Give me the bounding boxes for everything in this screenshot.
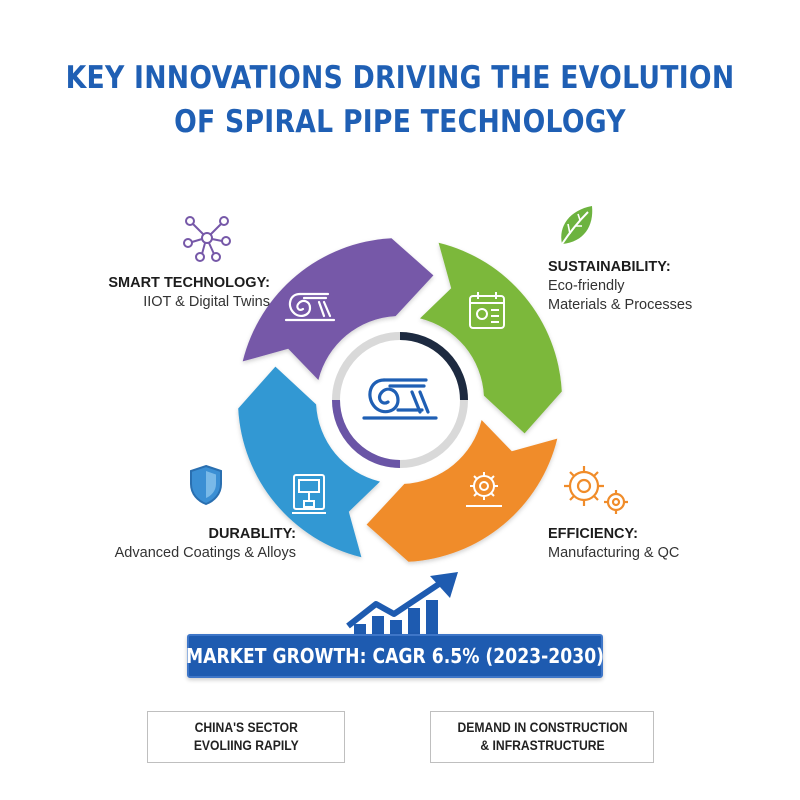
center-ring-purple-arc: [332, 399, 401, 468]
growth-chart-icon: [346, 572, 458, 636]
china-box-line-2: EVOLIING RAPILY: [193, 738, 299, 753]
title-line-1: KEY INNOVATIONS DRIVING THE EVOLUTION: [65, 60, 735, 96]
center-disc: [322, 322, 478, 478]
china-sector-box: CHINA'S SECTOR EVOLIING RAPILY: [147, 711, 345, 763]
title-line-2: OF SPIRAL PIPE TECHNOLOGY: [174, 104, 626, 140]
cycle-segment-sustainability: [420, 242, 562, 434]
spiral-pipe-icon: [284, 292, 336, 322]
label-sustainability: SUSTAINABILITY: Eco-friendly Materials &…: [548, 258, 728, 315]
gears-icon: [564, 466, 628, 514]
sustainability-subtitle-1: Eco-friendly: [548, 278, 625, 294]
demand-box: DEMAND IN CONSTRUCTION & INFRASTRUCTURE: [430, 711, 654, 763]
china-box-line-1: CHINA'S SECTOR: [194, 720, 298, 735]
durability-heading: DURABLITY:: [208, 526, 296, 542]
leaf-icon: [561, 206, 593, 245]
smart-technology-heading: SMART TECHNOLOGY:: [108, 275, 270, 291]
efficiency-heading: EFFICIENCY:: [548, 526, 638, 542]
machine-icon: [292, 474, 326, 514]
efficiency-subtitle: Manufacturing & QC: [548, 545, 680, 561]
shield-icon: [190, 464, 222, 506]
demand-box-line-1: DEMAND IN CONSTRUCTION: [456, 720, 628, 735]
durability-subtitle: Advanced Coatings & Alloys: [114, 545, 296, 561]
cycle-segment-durability: [238, 366, 380, 558]
label-smart-technology: SMART TECHNOLOGY: IIOT & Digital Twins: [100, 274, 270, 312]
gear-icon: [466, 472, 502, 507]
cycle-segment-smart: [242, 238, 434, 380]
demand-box-line-2: & INFRASTRUCTURE: [479, 738, 605, 753]
smart-technology-subtitle: IIOT & Digital Twins: [143, 294, 270, 310]
sustainability-subtitle-2: Materials & Processes: [548, 297, 693, 313]
center-ring-dark-arc: [399, 332, 468, 401]
label-efficiency: EFFICIENCY: Manufacturing & QC: [548, 525, 748, 563]
market-growth-banner: MARKET GROWTH: CAGR 6.5% (2023-2030): [186, 634, 605, 678]
page-title: KEY INNOVATIONS DRIVING THE EVOLUTION OF…: [56, 56, 744, 144]
document-leaf-icon: [469, 292, 505, 329]
center-spiral-pipe-icon: [362, 378, 438, 420]
cycle-segment-efficiency: [366, 420, 558, 562]
network-icon: [183, 216, 231, 262]
sustainability-heading: SUSTAINABILITY:: [548, 259, 671, 275]
market-growth-text: MARKET GROWTH: CAGR 6.5% (2023-2030): [186, 644, 605, 668]
label-durability: DURABLITY: Advanced Coatings & Alloys: [96, 525, 296, 563]
